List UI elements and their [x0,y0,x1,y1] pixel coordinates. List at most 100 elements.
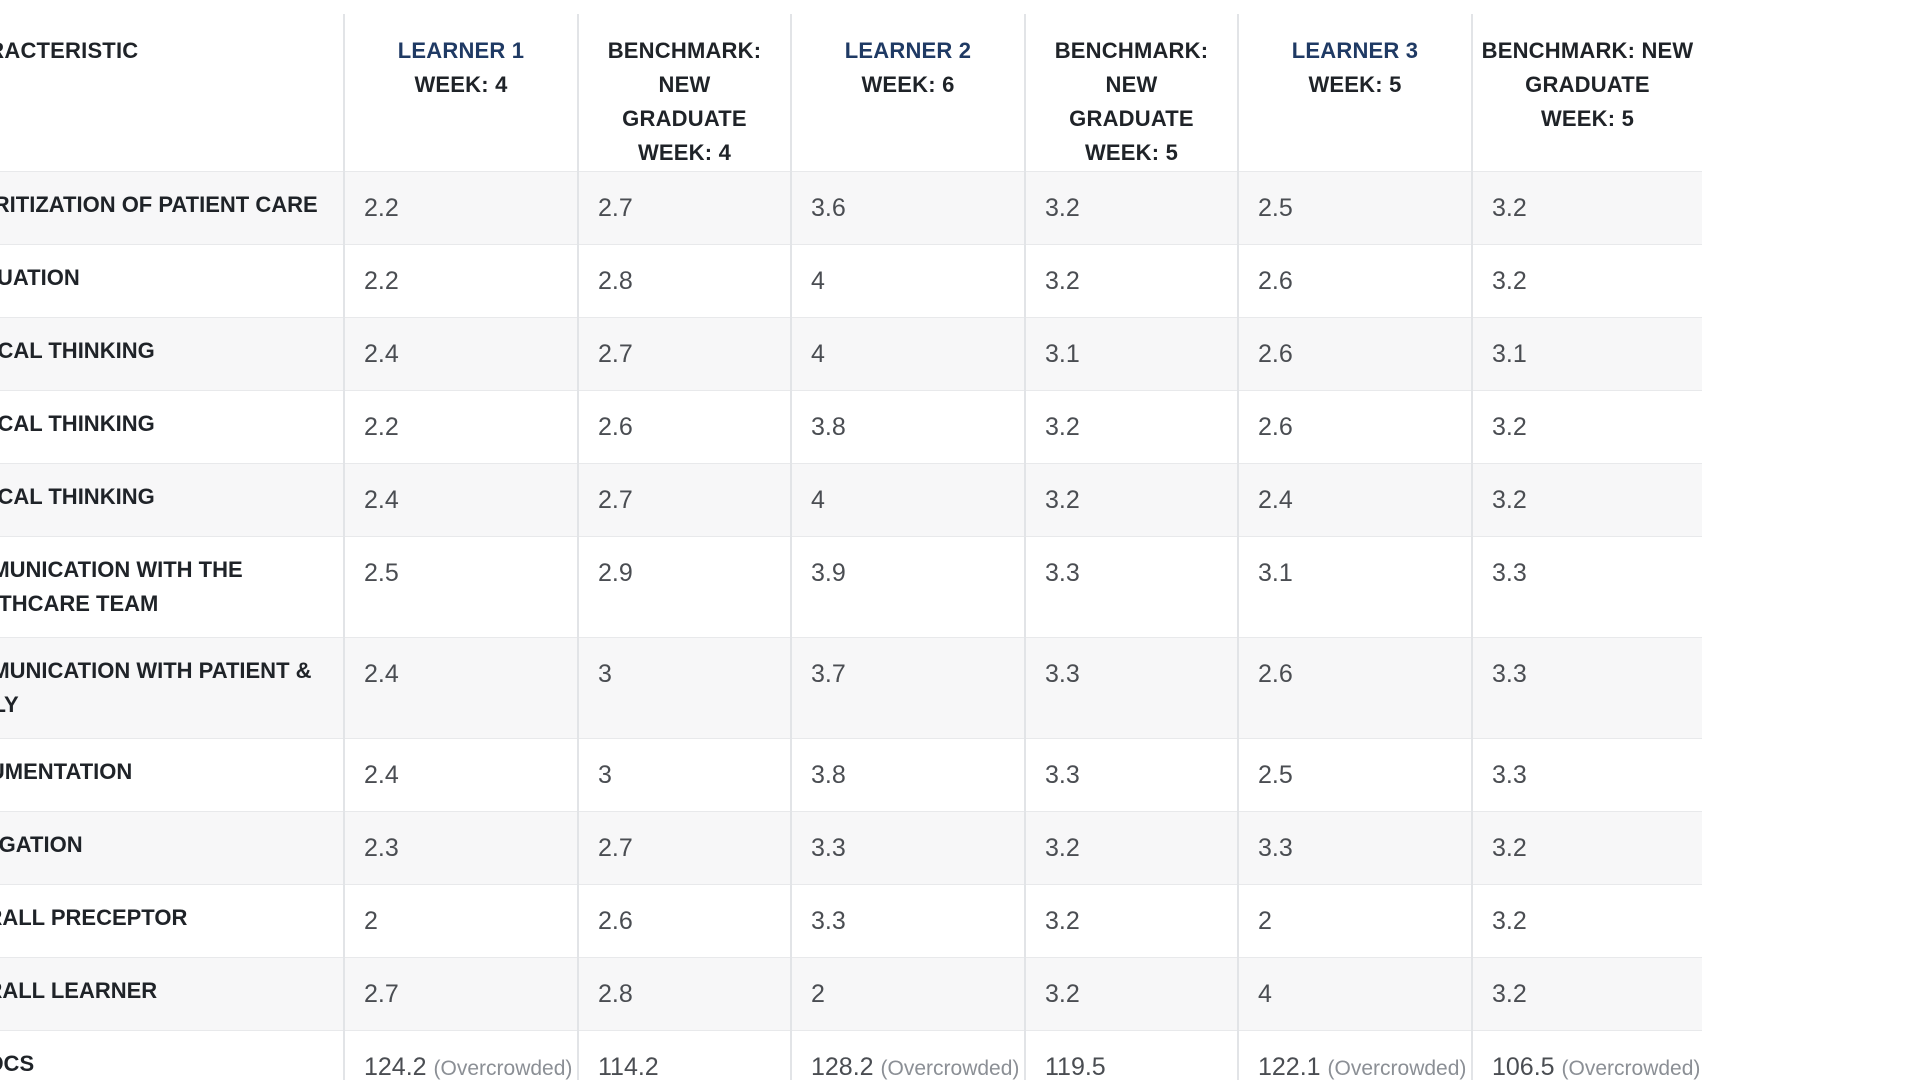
score-cell: 3.2 [1471,244,1702,318]
score-cell: 3.3 [790,884,1025,958]
header-benchmark-1: BENCHMARK: NEW GRADUATE WEEK: 4 [577,14,791,172]
score-cell: 3.6 [790,171,1025,245]
score-cell: 4 [1237,957,1472,1031]
nedocs-value: 124.2 [364,1053,427,1080]
score-cell: 2.7 [577,463,791,537]
score-cell: 3.9 [790,536,1025,638]
row-characteristic: NEDOCS [0,1051,35,1076]
learner-name: LEARNER 3 [1291,38,1419,63]
score-cell: 3.2 [1471,957,1702,1031]
score-cell: 4 [790,463,1025,537]
row-characteristic: COMMUNICATION WITH PATIENT & FAMILY [0,658,312,717]
score-cell: 3.2 [1471,171,1702,245]
score-cell: 2.6 [577,390,791,464]
row-characteristic: CRITICAL THINKING [0,484,155,509]
score-cell: 2.4 [343,637,578,739]
score-cell: 2.4 [343,463,578,537]
score-cell: 3 [577,637,791,739]
score-cell: 2.7 [577,317,791,391]
table-row: DELEGATION2.32.73.33.23.33.2 [0,811,1702,885]
row-characteristic: PRIORITIZATION OF PATIENT CARE [0,192,318,217]
learner-name: LEARNER 2 [844,38,972,63]
table-row-nedocs: NEDOCS124.2 (Overcrowded)114.2 (Overcrow… [0,1030,1702,1080]
score-cell: 3.3 [1024,536,1238,638]
score-cell: 2.5 [343,536,578,638]
score-cell: 3.2 [1024,463,1238,537]
header-week: WEEK: 5 [1308,72,1402,97]
row-characteristic: OVERALL LEARNER [0,978,158,1003]
header-week: WEEK: 5 [1084,140,1179,165]
row-characteristic: OVERALL PRECEPTOR [0,905,188,930]
score-cell: 2.6 [1237,637,1472,739]
score-cell: 2.6 [1237,317,1472,391]
row-characteristic: COMMUNICATION WITH THE HEALTHCARE TEAM [0,557,243,616]
header-line: GRADUATE [1525,72,1650,97]
score-cell: 3.2 [1024,171,1238,245]
score-cell: 3.3 [1024,637,1238,739]
score-cell: 2.7 [577,171,791,245]
score-cell: 4 [790,317,1025,391]
row-characteristic: CRITICAL THINKING [0,338,155,363]
header-week: WEEK: 4 [414,72,508,97]
score-cell: 2.4 [343,738,578,812]
nedocs-status: (Overcrowded) [880,1057,1020,1080]
score-cell: 3.2 [1471,811,1702,885]
score-cell: 3.1 [1471,317,1702,391]
score-cell: 2.8 [577,244,791,318]
score-cell: 2 [343,884,578,958]
row-characteristic: DELEGATION [0,832,83,857]
header-week: WEEK: 4 [637,140,732,165]
score-cell: 4 [790,244,1025,318]
table-body: PRIORITIZATION OF PATIENT CARE2.22.73.63… [0,171,1702,1080]
header-line: GRADUATE [622,106,747,131]
score-cell: 2.5 [1237,738,1472,812]
score-cell: 2.6 [1237,390,1472,464]
score-cell: 3.1 [1024,317,1238,391]
score-cell: 2.3 [343,811,578,885]
header-benchmark-2: BENCHMARK: NEW GRADUATE WEEK: 5 [1024,14,1238,172]
header-row: CHARACTERISTIC LEARNER 1 WEEK: 4 BENCHMA… [0,14,1702,172]
nedocs-value: 128.2 [811,1053,874,1080]
score-cell: 3.2 [1024,811,1238,885]
score-cell: 2.7 [343,957,578,1031]
score-cell: 2 [1237,884,1472,958]
score-cell: 3 [577,738,791,812]
header-week: WEEK: 6 [861,72,955,97]
score-cell: 3.8 [790,738,1025,812]
score-cell: 3.2 [1471,884,1702,958]
score-cell: 2.6 [1237,244,1472,318]
header-characteristic: CHARACTERISTIC [0,14,344,172]
score-cell: 2.6 [577,884,791,958]
nedocs-cell: 124.2 (Overcrowded) [343,1030,578,1080]
score-cell: 2.4 [1237,463,1472,537]
nedocs-cell: 128.2 (Overcrowded) [790,1030,1025,1080]
header-line: BENCHMARK: NEW [607,38,762,97]
score-cell: 2.4 [343,317,578,391]
table-row: EVALUATION2.22.843.22.63.2 [0,244,1702,318]
header-learner-2: LEARNER 2 WEEK: 6 [790,14,1025,172]
header-line: GRADUATE [1069,106,1194,131]
score-cell: 3.3 [1471,738,1702,812]
score-cell: 3.2 [1024,244,1238,318]
header-line: BENCHMARK: NEW [1054,38,1209,97]
score-cell: 2.2 [343,390,578,464]
score-cell: 3.8 [790,390,1025,464]
nedocs-status: (Overcrowded) [1327,1057,1467,1080]
score-cell: 3.3 [1471,637,1702,739]
header-line: BENCHMARK: NEW [1481,38,1694,63]
score-cell: 3.2 [1024,884,1238,958]
score-cell: 2.7 [577,811,791,885]
score-cell: 3.7 [790,637,1025,739]
nedocs-cell: 119.5 (Overcrowded) [1024,1030,1238,1080]
nedocs-cell: 122.1 (Overcrowded) [1237,1030,1472,1080]
score-cell: 3.3 [1471,536,1702,638]
nedocs-status: (Overcrowded) [1561,1057,1701,1080]
score-cell: 2.9 [577,536,791,638]
learner-benchmark-table: CHARACTERISTIC LEARNER 1 WEEK: 4 BENCHMA… [0,14,1702,1080]
header-learner-1: LEARNER 1 WEEK: 4 [343,14,578,172]
nedocs-cell: 106.5 (Overcrowded) [1471,1030,1702,1080]
score-cell: 3.2 [1024,957,1238,1031]
